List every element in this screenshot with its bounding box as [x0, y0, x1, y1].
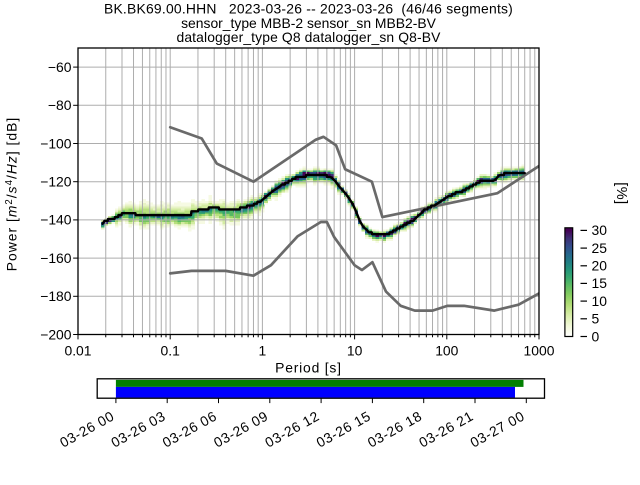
svg-text:−60: −60	[48, 59, 72, 75]
svg-text:15: 15	[592, 275, 608, 291]
svg-text:[%]: [%]	[613, 182, 629, 204]
svg-text:BK.BK69.00.HHN 2023-03-26 --: BK.BK69.00.HHN 2023-03-26 -- 2023-03-26 …	[104, 0, 513, 16]
svg-text:−180: −180	[40, 288, 72, 304]
svg-text:1: 1	[259, 343, 267, 359]
svg-text:100: 100	[435, 343, 458, 359]
svg-text:−100: −100	[40, 135, 72, 151]
svg-text:−140: −140	[40, 212, 72, 228]
svg-text:−200: −200	[40, 326, 72, 342]
svg-text:25: 25	[592, 240, 608, 256]
svg-text:−80: −80	[48, 97, 72, 113]
svg-text:1000: 1000	[524, 343, 555, 359]
svg-text:Power [m2/s4/Hz] [dB]: Power [m2/s4/Hz] [dB]	[4, 117, 20, 272]
svg-text:sensor_type MBB-2 sensor_sn MB: sensor_type MBB-2 sensor_sn MBB2-BV	[181, 15, 437, 31]
svg-text:20: 20	[592, 258, 608, 274]
svg-text:0.1: 0.1	[161, 343, 181, 359]
svg-text:10: 10	[347, 343, 363, 359]
svg-text:0: 0	[592, 328, 600, 344]
svg-text:−120: −120	[40, 174, 72, 190]
svg-text:10: 10	[592, 293, 608, 309]
svg-text:−160: −160	[40, 250, 72, 266]
svg-text:Period [s]: Period [s]	[275, 360, 342, 376]
svg-text:datalogger_type Q8 datalogger_: datalogger_type Q8 datalogger_sn Q8-BV	[176, 29, 441, 45]
svg-text:5: 5	[592, 311, 600, 327]
svg-text:30: 30	[592, 222, 608, 238]
svg-text:0.01: 0.01	[64, 343, 91, 359]
